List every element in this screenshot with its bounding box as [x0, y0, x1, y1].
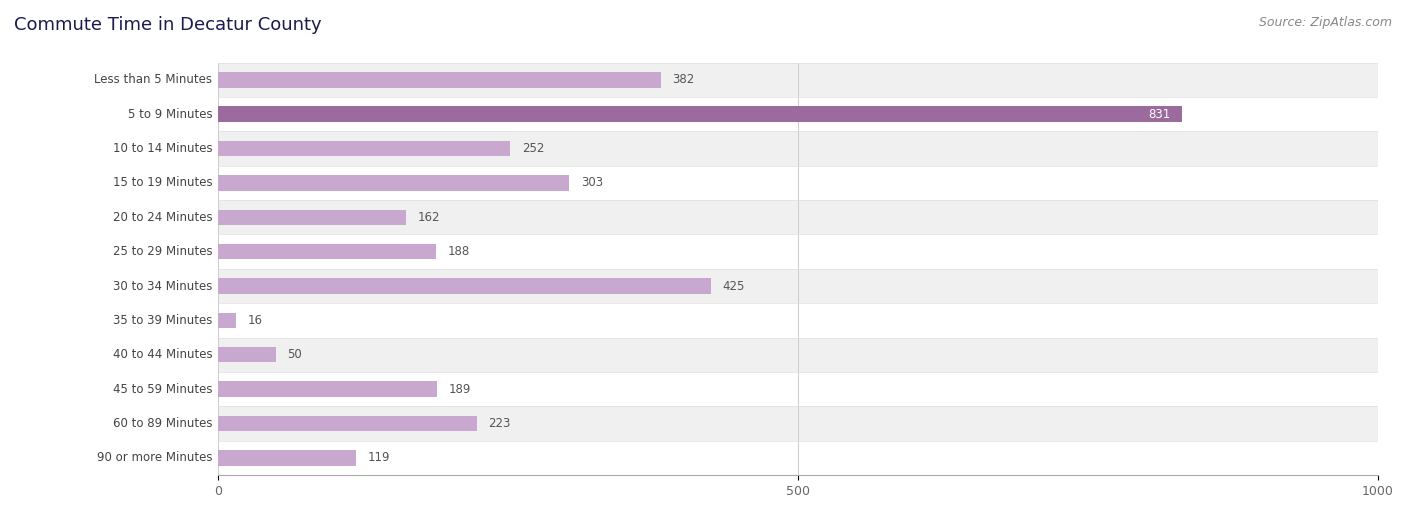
- Bar: [218, 141, 510, 156]
- Text: 15 to 19 Minutes: 15 to 19 Minutes: [112, 176, 212, 189]
- Text: 45 to 59 Minutes: 45 to 59 Minutes: [112, 383, 212, 396]
- Text: 223: 223: [488, 417, 510, 430]
- Text: 60 to 89 Minutes: 60 to 89 Minutes: [112, 417, 212, 430]
- Text: 30 to 34 Minutes: 30 to 34 Minutes: [112, 279, 212, 292]
- Bar: [218, 63, 1378, 97]
- Text: 831: 831: [1147, 108, 1170, 121]
- Bar: [218, 209, 406, 225]
- Text: 90 or more Minutes: 90 or more Minutes: [97, 452, 212, 465]
- Bar: [218, 97, 1378, 132]
- Bar: [218, 244, 436, 259]
- Text: Less than 5 Minutes: Less than 5 Minutes: [94, 73, 212, 86]
- Bar: [218, 175, 569, 191]
- Text: 40 to 44 Minutes: 40 to 44 Minutes: [112, 348, 212, 361]
- Bar: [218, 406, 1378, 441]
- Text: 119: 119: [367, 452, 389, 465]
- Bar: [218, 132, 1378, 166]
- Text: 382: 382: [672, 73, 695, 86]
- Bar: [218, 72, 661, 88]
- Text: 425: 425: [723, 279, 745, 292]
- Text: 189: 189: [449, 383, 471, 396]
- Text: Commute Time in Decatur County: Commute Time in Decatur County: [14, 16, 322, 33]
- Text: 5 to 9 Minutes: 5 to 9 Minutes: [128, 108, 212, 121]
- Bar: [218, 382, 437, 397]
- Text: 50: 50: [287, 348, 302, 361]
- Bar: [218, 234, 1378, 269]
- Bar: [218, 313, 236, 328]
- Text: Source: ZipAtlas.com: Source: ZipAtlas.com: [1258, 16, 1392, 29]
- Bar: [218, 200, 1378, 234]
- Text: 10 to 14 Minutes: 10 to 14 Minutes: [112, 142, 212, 155]
- Bar: [218, 303, 1378, 338]
- Text: 25 to 29 Minutes: 25 to 29 Minutes: [112, 245, 212, 258]
- Bar: [218, 278, 711, 294]
- Text: 16: 16: [247, 314, 263, 327]
- Text: 162: 162: [418, 211, 440, 224]
- Bar: [218, 166, 1378, 200]
- Text: 35 to 39 Minutes: 35 to 39 Minutes: [112, 314, 212, 327]
- Text: 188: 188: [447, 245, 470, 258]
- Bar: [218, 372, 1378, 406]
- Bar: [218, 269, 1378, 303]
- Text: 20 to 24 Minutes: 20 to 24 Minutes: [112, 211, 212, 224]
- Bar: [218, 450, 356, 466]
- Bar: [218, 347, 276, 362]
- Text: 252: 252: [522, 142, 544, 155]
- Bar: [218, 338, 1378, 372]
- Bar: [218, 441, 1378, 475]
- Bar: [218, 416, 477, 431]
- Bar: [218, 106, 1182, 122]
- Text: 303: 303: [581, 176, 603, 189]
